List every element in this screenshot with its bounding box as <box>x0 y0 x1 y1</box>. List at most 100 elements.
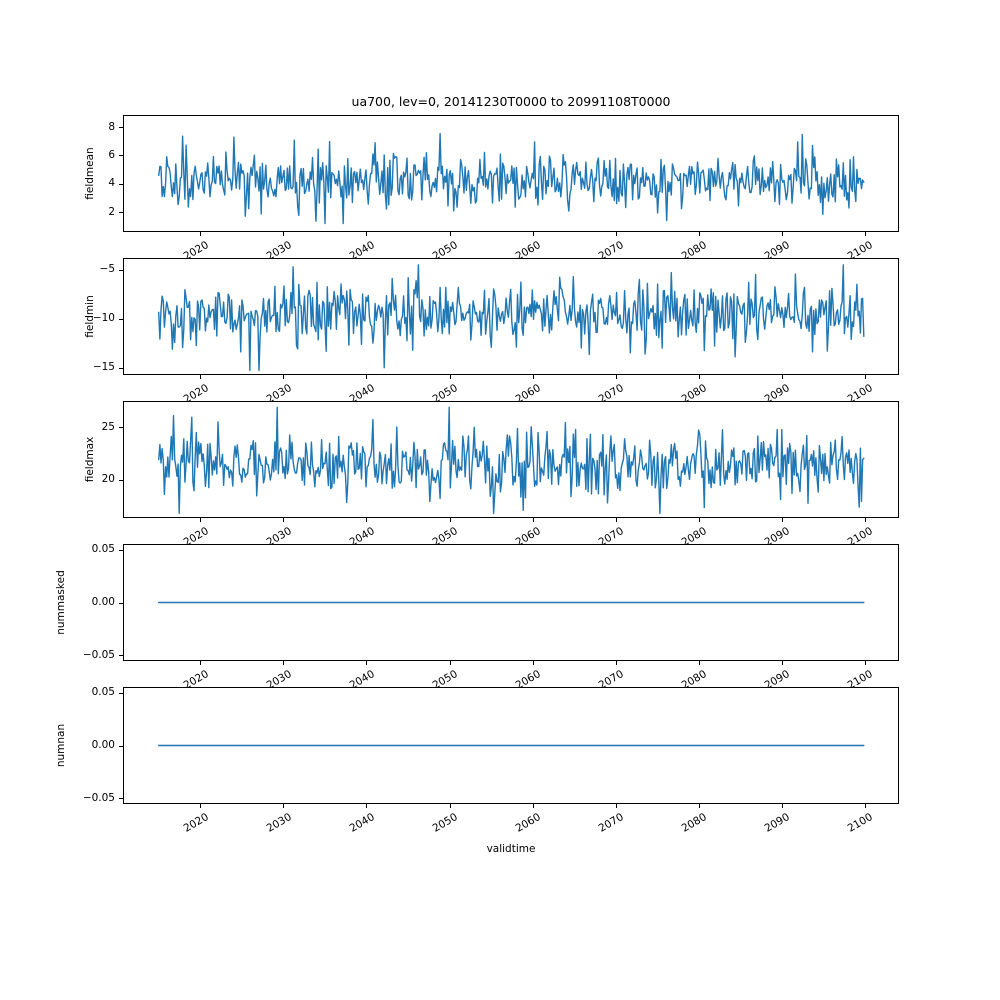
x-tick-label: 2060 <box>513 525 543 544</box>
x-tick <box>283 518 284 522</box>
x-tick <box>533 804 534 808</box>
x-tick-label: 2100 <box>845 811 875 835</box>
x-tick-label: 2020 <box>181 239 211 258</box>
x-tick-label: 2060 <box>513 668 543 687</box>
y-axis-label-fieldmean: fieldmean <box>83 147 96 200</box>
y-tick-label: 2 <box>108 206 115 218</box>
x-tick-label: 2060 <box>513 382 543 401</box>
x-tick <box>200 661 201 665</box>
x-tick-label: 2100 <box>845 239 875 258</box>
x-tick-label: 2080 <box>679 811 709 835</box>
x-tick <box>200 804 201 808</box>
x-axis-label: validtime <box>486 843 536 855</box>
y-tick <box>119 155 123 156</box>
x-tick <box>366 232 367 236</box>
y-tick-label: −15 <box>92 361 115 373</box>
x-tick <box>699 804 700 808</box>
x-tick-label: 2030 <box>264 525 294 544</box>
x-tick <box>699 661 700 665</box>
x-tick-label: 2100 <box>845 382 875 401</box>
x-tick-label: 2070 <box>596 239 626 258</box>
x-tick-label: 2070 <box>596 811 626 835</box>
x-tick-label: 2090 <box>762 668 792 687</box>
x-tick <box>450 661 451 665</box>
x-axis-strip: 2020 2030 2040 2050 2060 2070 2080 2090 2100 <box>123 518 899 544</box>
y-tick-label: 0.00 <box>91 596 115 608</box>
x-tick <box>616 518 617 522</box>
x-tick <box>782 232 783 236</box>
y-tick <box>119 368 123 369</box>
x-tick <box>865 518 866 522</box>
x-tick <box>366 375 367 379</box>
x-tick-label: 2050 <box>430 668 460 687</box>
x-tick <box>283 375 284 379</box>
x-tick-label: 2020 <box>181 525 211 544</box>
x-tick <box>283 804 284 808</box>
x-tick-label: 2070 <box>596 525 626 544</box>
x-tick <box>450 232 451 236</box>
x-tick <box>533 375 534 379</box>
x-tick-label: 2050 <box>430 382 460 401</box>
x-tick-label: 2060 <box>513 239 543 258</box>
x-tick-label: 2030 <box>264 382 294 401</box>
y-tick <box>119 550 123 551</box>
y-tick <box>119 655 123 656</box>
line-series-numnan <box>158 744 865 747</box>
x-tick-label: 2080 <box>679 668 709 687</box>
x-tick-label: 2090 <box>762 525 792 544</box>
x-tick-label: 2100 <box>845 668 875 687</box>
x-tick <box>699 232 700 236</box>
y-tick-label: 25 <box>101 421 115 433</box>
x-tick-label: 2090 <box>762 239 792 258</box>
x-tick <box>782 518 783 522</box>
x-tick-label: 2070 <box>596 382 626 401</box>
subplot-fieldmean <box>123 115 899 232</box>
line-series-fieldmin <box>158 264 865 372</box>
line-series-fieldmean <box>158 132 865 225</box>
x-tick-label: 2080 <box>679 239 709 258</box>
x-tick <box>782 804 783 808</box>
x-tick <box>782 375 783 379</box>
y-tick <box>119 270 123 271</box>
x-tick-label: 2100 <box>845 525 875 544</box>
x-tick <box>200 232 201 236</box>
x-tick <box>200 518 201 522</box>
y-tick <box>119 427 123 428</box>
y-axis-label-numnan: numnan <box>54 723 67 768</box>
x-tick-label: 2050 <box>430 811 460 835</box>
x-tick-label: 2040 <box>347 811 377 835</box>
y-tick-label: 8 <box>108 121 115 133</box>
x-tick-label: 2090 <box>762 811 792 835</box>
x-tick <box>283 661 284 665</box>
subplot-nummasked <box>123 544 899 661</box>
y-tick <box>119 603 123 604</box>
x-tick <box>616 232 617 236</box>
x-tick <box>699 375 700 379</box>
x-tick-label: 2070 <box>596 668 626 687</box>
subplot-fieldmax <box>123 401 899 518</box>
x-tick-label: 2020 <box>181 382 211 401</box>
y-axis-label-fieldmin: fieldmin <box>83 295 96 338</box>
x-tick-label: 2020 <box>181 668 211 687</box>
x-tick <box>865 804 866 808</box>
x-tick <box>616 804 617 808</box>
x-tick-label: 2080 <box>679 382 709 401</box>
y-axis-label-fieldmax: fieldmax <box>83 436 96 483</box>
y-tick <box>119 746 123 747</box>
x-tick-label: 2030 <box>264 239 294 258</box>
y-tick-label: −10 <box>92 312 115 324</box>
y-tick <box>119 693 123 694</box>
x-tick <box>366 518 367 522</box>
subplot-numnan <box>123 687 899 804</box>
y-tick-label: 4 <box>108 177 115 189</box>
x-tick-label: 2040 <box>347 382 377 401</box>
x-tick-label: 2020 <box>181 811 211 835</box>
x-tick <box>450 375 451 379</box>
x-tick-label: 2040 <box>347 668 377 687</box>
y-tick-label: −0.05 <box>82 792 115 804</box>
y-tick <box>119 212 123 213</box>
y-tick <box>119 184 123 185</box>
y-tick <box>119 798 123 799</box>
x-tick-label: 2030 <box>264 668 294 687</box>
x-tick-label: 2040 <box>347 525 377 544</box>
